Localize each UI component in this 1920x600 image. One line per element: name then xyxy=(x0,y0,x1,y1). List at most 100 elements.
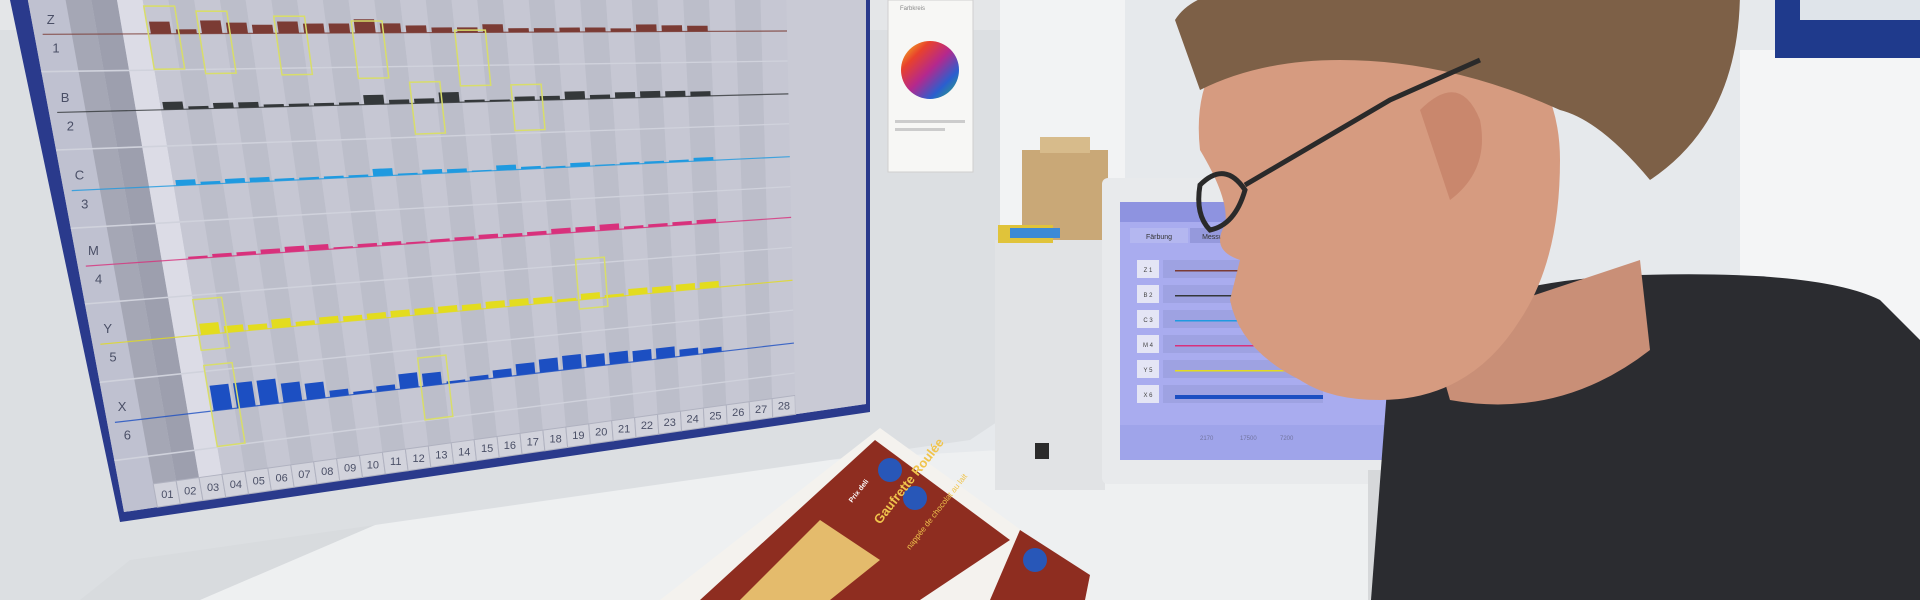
ink-bar-M-18 xyxy=(526,230,547,236)
mini-row-button[interactable] xyxy=(1137,385,1159,403)
ink-bar-M-07 xyxy=(260,248,281,255)
ink-bar-C-19 xyxy=(545,165,566,169)
ink-bar-M-22 xyxy=(623,225,644,229)
zone-number: 04 xyxy=(230,479,242,491)
ink-bar-B-24 xyxy=(665,90,686,97)
ink-bar-X-15 xyxy=(469,374,489,381)
ink-bar-X-18 xyxy=(538,357,559,373)
ink-bar-M-25 xyxy=(696,218,717,224)
ink-bar-M-04 xyxy=(188,255,208,260)
zone-column-22 xyxy=(606,0,658,418)
mini-ink-line xyxy=(1175,395,1323,399)
zone-number: 11 xyxy=(390,456,401,468)
tab-label: Färbung xyxy=(1146,234,1172,241)
mini-ink-line xyxy=(1175,370,1323,372)
ink-bar-Z-17 xyxy=(482,24,504,33)
zone-column-08 xyxy=(245,0,337,462)
ink-bar-C-23 xyxy=(644,160,665,164)
row-separator xyxy=(55,123,790,151)
ink-bar-C-08 xyxy=(274,177,295,182)
zone-column-18 xyxy=(503,0,566,431)
ink-bar-Y-14 xyxy=(437,305,458,313)
ink-row-letter: M xyxy=(88,243,99,258)
ink-bar-Z-12 xyxy=(353,19,376,33)
selected-zone-outline xyxy=(350,20,390,80)
zone-column-11 xyxy=(322,0,406,453)
zone-column-16 xyxy=(451,0,520,437)
ink-bar-Y-19 xyxy=(557,297,577,302)
ink-bar-Y-05 xyxy=(223,324,244,333)
ink-bar-Z-24 xyxy=(661,25,683,32)
selected-zone-outline xyxy=(272,15,314,76)
ink-bar-Y-09 xyxy=(318,315,339,324)
zone-number: 17 xyxy=(527,437,539,449)
zone-number: 28 xyxy=(778,401,790,413)
mini-row-button[interactable] xyxy=(1137,260,1159,278)
neck xyxy=(1430,260,1650,405)
zone-column-14 xyxy=(400,0,475,443)
ink-bar-X-07 xyxy=(280,381,303,403)
ink-bar-Y-17 xyxy=(509,298,529,307)
mini-row-button[interactable] xyxy=(1137,360,1159,378)
right-value-panel xyxy=(786,0,866,415)
hair xyxy=(1175,0,1740,180)
ink-bar-Y-16 xyxy=(485,300,506,309)
ink-bar-Z-25 xyxy=(687,25,708,32)
ink-bar-B-20 xyxy=(564,91,586,100)
zone-number: 07 xyxy=(298,469,310,481)
ink-bar-B-23 xyxy=(639,90,661,98)
ink-bar-B-10 xyxy=(313,102,335,106)
zone-number: 10 xyxy=(367,459,379,471)
zone-number: 05 xyxy=(253,476,265,488)
ink-bar-C-12 xyxy=(372,168,394,177)
ink-bar-B-16 xyxy=(464,99,485,103)
ink-bar-Z-19 xyxy=(533,28,555,33)
ink-bar-M-20 xyxy=(575,226,596,233)
zone-number: 03 xyxy=(207,482,219,494)
ink-bar-B-04 xyxy=(162,101,184,110)
ink-bar-C-24 xyxy=(668,159,689,163)
ink-bar-Y-08 xyxy=(295,320,316,327)
selected-zone-outline xyxy=(142,5,186,71)
ink-bar-X-20 xyxy=(585,353,606,368)
selected-zone-outline xyxy=(408,80,447,135)
mini-row-label: M 4 xyxy=(1143,343,1154,349)
ink-bar-Y-07 xyxy=(271,317,292,329)
ink-bar-Y-21 xyxy=(604,293,624,298)
zone-number: 13 xyxy=(435,450,447,462)
ink-bar-Y-04 xyxy=(199,322,221,335)
ink-bar-M-17 xyxy=(502,232,523,238)
ink-bar-Z-05 xyxy=(175,29,197,34)
mini-ink-strip xyxy=(1163,385,1323,403)
zone-column-25 xyxy=(683,0,727,409)
mini-row-button[interactable] xyxy=(1137,335,1159,353)
ink-bar-Y-10 xyxy=(342,314,363,322)
ink-bar-M-06 xyxy=(236,251,257,256)
row-label-strip xyxy=(27,0,158,512)
ink-bar-Y-11 xyxy=(366,312,387,320)
zone-column-28 xyxy=(760,0,796,399)
cardboard-box xyxy=(998,137,1108,243)
zone-column-07 xyxy=(219,0,314,465)
zone-column-09 xyxy=(271,0,360,459)
zone-number: 08 xyxy=(321,466,333,478)
ink-bar-B-05 xyxy=(188,105,209,110)
ink-bar-X-10 xyxy=(353,389,373,395)
mini-row-button[interactable] xyxy=(1137,310,1159,328)
tab-faerbung[interactable] xyxy=(1130,228,1188,243)
zone-number: 18 xyxy=(549,433,561,445)
ink-baseline-M xyxy=(85,216,792,267)
ink-row-letter: C xyxy=(75,168,84,183)
glasses-icon xyxy=(1196,57,1482,233)
ink-bar-M-11 xyxy=(357,242,378,248)
ink-bar-Z-13 xyxy=(379,23,402,33)
zone-number: 19 xyxy=(572,430,584,442)
ink-bar-X-14 xyxy=(446,379,466,384)
ink-bar-C-06 xyxy=(224,178,246,184)
zone-column-13 xyxy=(374,0,452,446)
mini-row-button[interactable] xyxy=(1137,285,1159,303)
ear xyxy=(1420,92,1482,200)
ink-bar-M-16 xyxy=(478,233,499,239)
mini-row-label: Z 1 xyxy=(1144,268,1153,274)
